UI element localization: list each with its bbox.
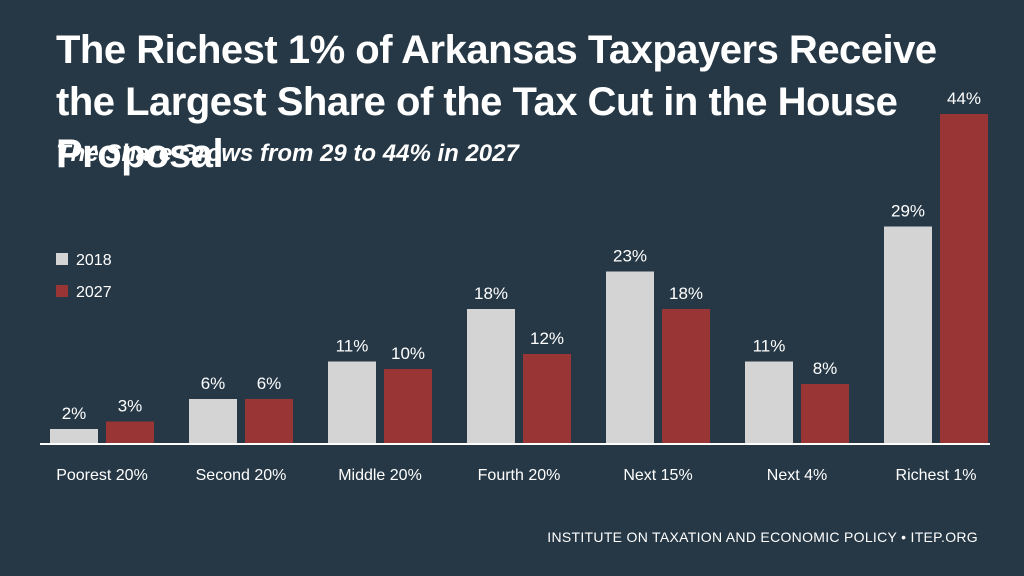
bar-2027 xyxy=(384,369,432,444)
bar-2018 xyxy=(328,361,376,444)
bar-2027 xyxy=(662,309,710,444)
data-label-2027: 12% xyxy=(530,329,564,348)
data-label-2018: 2% xyxy=(62,404,87,423)
data-label-2018: 18% xyxy=(474,284,508,303)
bar-2018 xyxy=(467,309,515,444)
data-label-2018: 11% xyxy=(753,337,786,356)
chart-title: The Richest 1% of Arkansas Taxpayers Rec… xyxy=(56,28,937,176)
bar-2018 xyxy=(884,226,932,444)
data-label-2018: 11% xyxy=(336,337,369,356)
data-label-2027: 8% xyxy=(813,359,838,378)
bar-2018 xyxy=(606,271,654,444)
bar-2018 xyxy=(745,361,793,444)
bar-2018 xyxy=(50,429,98,444)
data-label-2018: 29% xyxy=(891,202,925,221)
legend-swatch-2027 xyxy=(56,285,68,297)
data-label-2027: 3% xyxy=(118,397,143,416)
x-tick-label: Fourth 20% xyxy=(478,467,561,484)
x-tick-label: Middle 20% xyxy=(338,467,422,484)
bar-2018 xyxy=(189,399,237,444)
data-label-2027: 6% xyxy=(257,374,282,393)
legend-swatch-2018 xyxy=(56,253,68,265)
x-tick-label: Second 20% xyxy=(196,467,287,484)
data-label-2018: 6% xyxy=(201,374,226,393)
legend-label-2027: 2027 xyxy=(76,284,112,301)
x-tick-label: Next 15% xyxy=(623,467,692,484)
bar-2027 xyxy=(245,399,293,444)
x-tick-label: Richest 1% xyxy=(896,467,977,484)
data-label-2027: 18% xyxy=(669,284,703,303)
x-tick-label: Poorest 20% xyxy=(56,467,148,484)
data-label-2018: 23% xyxy=(613,247,647,266)
x-tick-label: Next 4% xyxy=(767,467,827,484)
data-label-2027: 10% xyxy=(391,344,425,363)
bar-2027 xyxy=(106,421,154,444)
bar-2027 xyxy=(940,114,988,444)
source-footer: INSTITUTE ON TAXATION AND ECONOMIC POLIC… xyxy=(547,529,978,545)
legend-label-2018: 2018 xyxy=(76,252,112,269)
bar-2027 xyxy=(801,384,849,444)
data-label-2027: 44% xyxy=(947,89,981,108)
bar-2027 xyxy=(523,354,571,444)
chart-subtitle: The Share Grows from 29 to 44% in 2027 xyxy=(56,140,519,167)
